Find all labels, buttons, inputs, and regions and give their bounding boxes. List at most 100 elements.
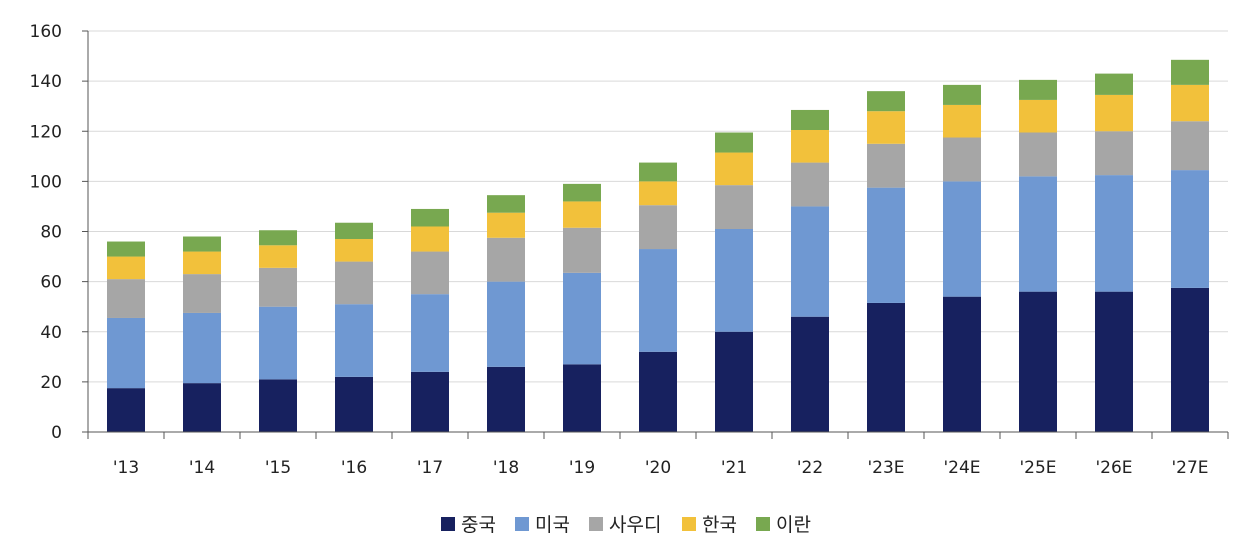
bar-segment <box>335 261 373 305</box>
bar-segment <box>411 208 449 227</box>
y-tick-label: 140 <box>30 72 62 92</box>
bar-segment <box>487 212 525 238</box>
x-tick-label: '15 <box>265 458 291 478</box>
bar-segment <box>1171 59 1209 85</box>
bar-segment <box>1171 84 1209 122</box>
x-axis-ticks: '13 '14 '15 '16 '17 '18 '19 '20 '21 '22 '23E '24E '2… <box>87 432 1229 478</box>
bar-segment <box>639 249 677 352</box>
bar-segment <box>943 137 981 182</box>
x-tick-label: '26E <box>1095 458 1132 478</box>
y-tick-label: 80 <box>40 223 62 243</box>
legend-label: 사우디 <box>609 514 661 536</box>
bar-segment <box>867 111 905 144</box>
bar-segment <box>107 388 145 432</box>
bar-segment <box>715 132 753 153</box>
bar-segment <box>259 306 297 380</box>
bar-segment <box>411 251 449 295</box>
bar-segment <box>487 237 525 282</box>
legend-label: 이란 <box>776 514 811 536</box>
x-tick-label: '22 <box>797 458 823 478</box>
y-axis-ticks: 0 20 40 60 80 100 120 140 160 <box>30 22 88 443</box>
bar-segment <box>335 304 373 377</box>
bar-segment <box>1095 94 1133 132</box>
y-tick-label: 40 <box>40 323 62 343</box>
bar-segment <box>943 181 981 297</box>
bar-segment <box>487 366 525 432</box>
x-tick-label: '18 <box>493 458 519 478</box>
bar-segment <box>259 267 297 307</box>
bar-segment <box>715 228 753 332</box>
bar-segment <box>1171 121 1209 171</box>
x-tick-label: '25E <box>1019 458 1056 478</box>
bar-segment <box>1019 176 1057 292</box>
x-tick-label: '24E <box>943 458 980 478</box>
bar-segment <box>791 109 829 130</box>
bars <box>107 59 1209 432</box>
bar-segment <box>335 222 373 240</box>
bar-segment <box>107 241 145 257</box>
bar-segment <box>715 152 753 186</box>
bar-segment <box>259 230 297 246</box>
bar-segment <box>563 183 601 202</box>
bar-segment <box>335 239 373 262</box>
bar-segment <box>107 317 145 389</box>
y-tick-label: 120 <box>30 122 62 142</box>
bar-segment <box>639 205 677 250</box>
bar-segment <box>1095 291 1133 432</box>
bar-segment <box>791 206 829 317</box>
bar-segment <box>107 256 145 280</box>
bar-segment <box>259 379 297 432</box>
bar-segment <box>1171 170 1209 288</box>
bar-segment <box>563 272 601 365</box>
bar-segment <box>867 91 905 112</box>
bar-segment <box>563 201 601 228</box>
legend-swatch <box>515 517 529 531</box>
bar-segment <box>867 187 905 303</box>
x-tick-label: '14 <box>189 458 215 478</box>
bar-segment <box>1019 79 1057 100</box>
bar-segment <box>183 312 221 384</box>
bar-segment <box>183 274 221 313</box>
legend-swatch <box>756 517 770 531</box>
bar-segment <box>1171 287 1209 432</box>
bar-segment <box>639 162 677 182</box>
legend-label: 한국 <box>702 514 737 536</box>
bar-segment <box>791 316 829 432</box>
bar-segment <box>563 364 601 432</box>
bar-segment <box>791 129 829 163</box>
y-tick-label: 0 <box>51 423 62 443</box>
x-tick-label: '27E <box>1171 458 1208 478</box>
legend-swatch <box>589 517 603 531</box>
bar-segment <box>1095 73 1133 95</box>
bar-segment <box>563 227 601 273</box>
legend-swatch <box>441 517 455 531</box>
bar-segment <box>639 351 677 432</box>
x-tick-label: '19 <box>569 458 595 478</box>
bar-segment <box>183 236 221 252</box>
y-tick-label: 20 <box>40 373 62 393</box>
bar-segment <box>107 279 145 318</box>
x-tick-label: '21 <box>721 458 747 478</box>
bar-segment <box>1095 175 1133 292</box>
bar-segment <box>335 376 373 432</box>
legend-label: 중국 <box>461 514 496 536</box>
legend-swatch <box>682 517 696 531</box>
bar-segment <box>867 143 905 188</box>
bar-segment <box>411 371 449 432</box>
x-tick-label: '13 <box>113 458 139 478</box>
bar-segment <box>1019 99 1057 133</box>
bar-segment <box>943 84 981 105</box>
y-tick-label: 100 <box>30 172 62 192</box>
bar-segment <box>715 185 753 229</box>
bar-segment <box>487 195 525 213</box>
bar-segment <box>1019 132 1057 177</box>
bar-segment <box>943 104 981 138</box>
legend: 중국 미국 사우디 한국 이란 <box>441 514 811 536</box>
bar-segment <box>183 251 221 275</box>
x-tick-label: '20 <box>645 458 671 478</box>
bar-segment <box>183 383 221 432</box>
x-tick-label: '17 <box>417 458 443 478</box>
bar-segment <box>639 181 677 206</box>
bar-segment <box>1095 131 1133 176</box>
